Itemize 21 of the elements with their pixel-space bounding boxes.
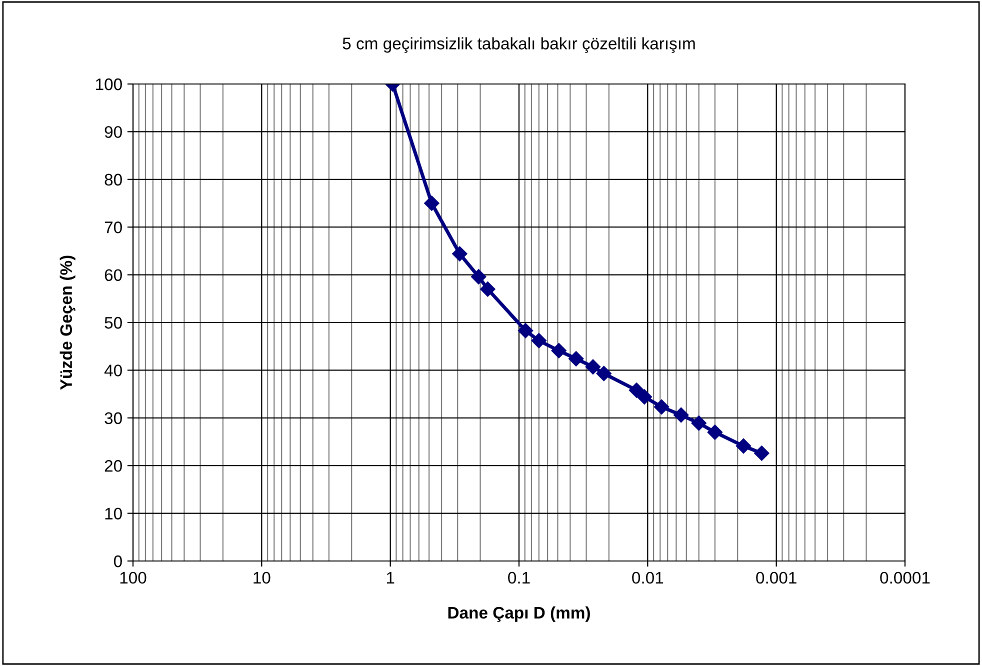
y-axis-title: Yüzde Geçen (%) [60, 256, 76, 390]
x-tick-label: 100 [120, 572, 146, 584]
y-tick-label: 80 [104, 174, 122, 186]
x-tick-label: 0.01 [632, 572, 664, 584]
x-tick-label: 10 [254, 572, 270, 584]
y-tick-label: 90 [104, 126, 122, 138]
y-tick-label: 10 [105, 508, 122, 520]
y-tick-label: 50 [104, 316, 122, 329]
y-tick-label: 40 [104, 364, 122, 376]
y-tick-label: 30 [104, 412, 122, 424]
chart-title: 5 cm geçirimsizlik tabakalı bakır çözeltili karışım [342, 37, 695, 53]
y-tick-label: 100 [96, 78, 122, 90]
x-axis-title: Dane Çapı D (mm) [448, 606, 590, 622]
x-tick-label: 0.1 [508, 572, 530, 584]
y-tick-label: 20 [104, 460, 122, 472]
y-tick-label: 0 [114, 555, 122, 568]
x-tick-label: 0.001 [756, 572, 796, 584]
y-tick-label: 60 [104, 269, 122, 282]
x-tick-label: 1 [386, 572, 394, 584]
y-tick-label: 70 [104, 222, 122, 234]
x-tick-label: 0.0001 [880, 572, 930, 584]
